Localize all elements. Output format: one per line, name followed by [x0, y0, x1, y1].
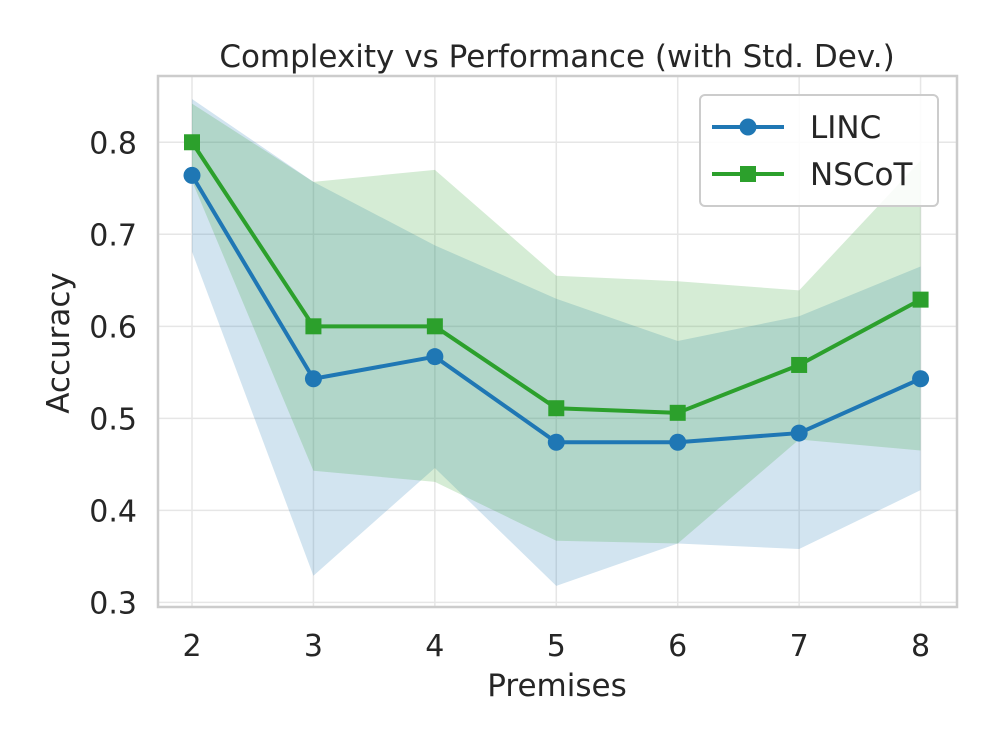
nscot-point — [791, 356, 808, 373]
y-tick-label: 0.4 — [89, 494, 137, 529]
linc-point — [183, 166, 201, 184]
legend-nscot-marker — [740, 166, 756, 182]
nscot-point — [184, 134, 200, 151]
legend-linc-label: LINC — [810, 110, 881, 146]
plot-frame — [156, 74, 959, 609]
linc-point — [790, 424, 808, 442]
nscot-point — [548, 400, 565, 417]
chart-title: Complexity vs Performance (with Std. Dev… — [219, 39, 894, 75]
y-tick-label: 0.8 — [89, 126, 137, 161]
x-tick-label: 7 — [790, 629, 809, 664]
legend-nscot-label: NSCoT — [810, 157, 913, 193]
x-tick-label: 6 — [668, 629, 687, 664]
nscot-point — [426, 318, 443, 335]
y-axis-label: Accuracy — [41, 272, 77, 414]
legend-frame — [699, 94, 939, 207]
linc-point — [669, 433, 687, 451]
x-tick-label: 4 — [425, 629, 444, 664]
nscot-std-band — [192, 103, 921, 544]
std-dev-bands — [192, 99, 921, 586]
linc-point — [426, 348, 444, 366]
y-tick-labels: 0.3 0.4 0.5 0.6 0.7 0.8 — [89, 126, 137, 621]
x-tick-label: 8 — [911, 629, 930, 664]
y-tick-label: 0.6 — [89, 310, 137, 345]
linc-point — [912, 370, 930, 388]
x-tick-label: 3 — [304, 629, 323, 664]
y-tick-label: 0.7 — [89, 218, 137, 253]
y-tick-label: 0.5 — [89, 402, 137, 437]
y-tick-label: 0.3 — [89, 586, 137, 621]
linc-std-band — [192, 99, 921, 586]
x-tick-labels: 2 3 4 5 6 7 8 — [182, 629, 930, 664]
series-markers — [183, 134, 930, 451]
x-axis-label: Premises — [487, 668, 626, 704]
nscot-point — [305, 318, 322, 335]
legend-linc-marker — [739, 118, 757, 136]
linc-point — [547, 433, 565, 451]
x-tick-label: 5 — [547, 629, 566, 664]
nscot-point — [912, 291, 929, 308]
legend: LINC NSCoT — [699, 94, 939, 207]
linc-point — [304, 370, 322, 388]
x-tick-label: 2 — [182, 629, 201, 664]
nscot-point — [669, 404, 686, 421]
